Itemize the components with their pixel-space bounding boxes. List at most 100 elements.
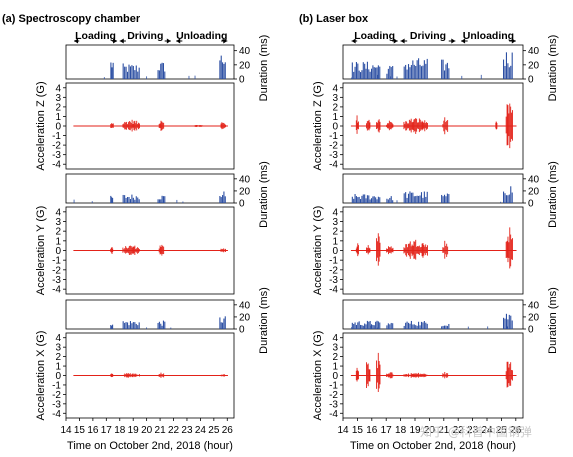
accel-tick-label: -2	[329, 390, 338, 401]
x-tick-label: 18	[395, 425, 407, 436]
x-axis-label: Time on October 2nd, 2018 (hour)	[67, 440, 233, 452]
duration-frame	[342, 173, 524, 204]
x-tick-label: 26	[222, 425, 234, 436]
duration-frame	[65, 299, 235, 330]
accel-tick-label: -2	[52, 390, 61, 401]
duration-tick-label: 20	[528, 60, 540, 71]
duration-tick-label: 20	[239, 312, 251, 323]
accel-tick-label: 2	[55, 352, 61, 363]
duration-axis-label: Duration (ms)	[547, 287, 559, 354]
accel-tick-label: -3	[329, 275, 338, 286]
phase-label: Loading	[75, 30, 116, 42]
accel-tick-label: 3	[55, 93, 61, 104]
duration-tick-label: 0	[239, 325, 245, 336]
accel-axis-label: Acceleration X (G)	[35, 331, 47, 421]
arrow-head-left	[351, 38, 356, 44]
duration-tick-label: 20	[528, 312, 540, 323]
accel-tick-label: -1	[52, 131, 61, 142]
duration-frame	[65, 44, 235, 80]
arrow-head-left	[119, 38, 124, 44]
phase-label: Driving	[410, 30, 446, 42]
phase-label: Unloading	[176, 30, 227, 42]
accel-tick-label: 1	[55, 236, 61, 247]
x-tick-label: 15	[352, 425, 364, 436]
phase-label-bg	[467, 29, 510, 43]
x-tick-label: 15	[74, 425, 86, 436]
accel-tick-label: 0	[332, 246, 338, 257]
duration-axis-label: Duration (ms)	[258, 161, 270, 228]
arrow-head-right	[166, 38, 171, 44]
accel-tick-label: 1	[55, 362, 61, 373]
accel-tick-label: -3	[52, 275, 61, 286]
accel-tick-label: 3	[55, 217, 61, 228]
accel-tick-label: 1	[332, 362, 338, 373]
phase-label: Unloading	[463, 30, 514, 42]
accel-tick-label: 0	[55, 122, 61, 133]
chart-panel-a: (a) Spectroscopy chamber Loading Driving Un…	[2, 13, 270, 452]
x-axis-label: Time on October 2nd, 2018 (hour)	[350, 440, 516, 452]
accel-tick-label: 1	[332, 236, 338, 247]
x-tick-label: 17	[381, 425, 393, 436]
x-tick-label: 14	[337, 425, 349, 436]
accel-tick-label: 2	[332, 227, 338, 238]
accel-tick-label: -1	[52, 380, 61, 391]
phase-label-bg	[357, 29, 393, 43]
duration-axis-label: Duration (ms)	[258, 35, 270, 102]
phase-label-bg	[407, 29, 449, 43]
arrow-head-right	[451, 38, 456, 44]
arrow-head-left	[176, 38, 181, 44]
arrow-head-left	[400, 38, 405, 44]
accel-tick-label: -4	[329, 160, 338, 171]
panel-title: (b) Laser box	[299, 13, 369, 25]
phase-label: Driving	[127, 30, 163, 42]
accel-tick-label: -3	[52, 150, 61, 161]
accel-tick-label: 3	[55, 343, 61, 354]
x-tick-label: 21	[438, 425, 450, 436]
accel-axis-label: Acceleration Y (G)	[35, 206, 47, 295]
x-tick-label: 22	[453, 425, 465, 436]
x-tick-label: 20	[424, 425, 436, 436]
x-tick-label: 16	[366, 425, 378, 436]
arrow-head-left	[74, 38, 79, 44]
accel-tick-label: 4	[332, 333, 338, 344]
accel-axis-label: Acceleration X (G)	[312, 331, 324, 421]
x-tick-label: 24	[481, 425, 493, 436]
phase-label-bg	[125, 29, 165, 43]
duration-tick-label: 40	[528, 46, 540, 57]
accel-tick-label: 0	[332, 122, 338, 133]
duration-frame	[65, 173, 235, 204]
accel-tick-label: 0	[332, 371, 338, 382]
accel-tick-label: 3	[332, 93, 338, 104]
accel-tick-label: 4	[332, 207, 338, 218]
watermark: 知乎 @科普中国钢弹	[420, 424, 532, 439]
accel-tick-label: 0	[55, 246, 61, 257]
duration-tick-label: 0	[528, 325, 534, 336]
phase-label-bg	[79, 29, 112, 43]
duration-axis-label: Duration (ms)	[258, 287, 270, 354]
accel-tick-label: 2	[332, 352, 338, 363]
duration-axis-label: Duration (ms)	[547, 161, 559, 228]
x-tick-label: 19	[128, 425, 140, 436]
accel-tick-label: -3	[52, 399, 61, 410]
accel-tick-label: -1	[52, 256, 61, 267]
accel-tick-label: 1	[332, 112, 338, 123]
duration-tick-label: 40	[239, 174, 251, 185]
x-tick-label: 18	[114, 425, 126, 436]
accel-tick-label: 2	[332, 102, 338, 113]
accel-tick-label: 4	[55, 333, 61, 344]
accel-tick-label: 2	[55, 102, 61, 113]
phase-label: Loading	[354, 30, 395, 42]
duration-tick-label: 0	[239, 199, 245, 210]
x-tick-label: 20	[141, 425, 153, 436]
accel-tick-label: -1	[329, 131, 338, 142]
x-tick-label: 19	[409, 425, 421, 436]
x-tick-label: 24	[195, 425, 207, 436]
duration-tick-label: 40	[528, 300, 540, 311]
accel-tick-label: -4	[329, 409, 338, 420]
arrow-head-right	[223, 38, 228, 44]
accel-axis-label: Acceleration Z (G)	[312, 81, 324, 170]
duration-tick-label: 20	[239, 186, 251, 197]
arrow-head-right	[113, 38, 118, 44]
